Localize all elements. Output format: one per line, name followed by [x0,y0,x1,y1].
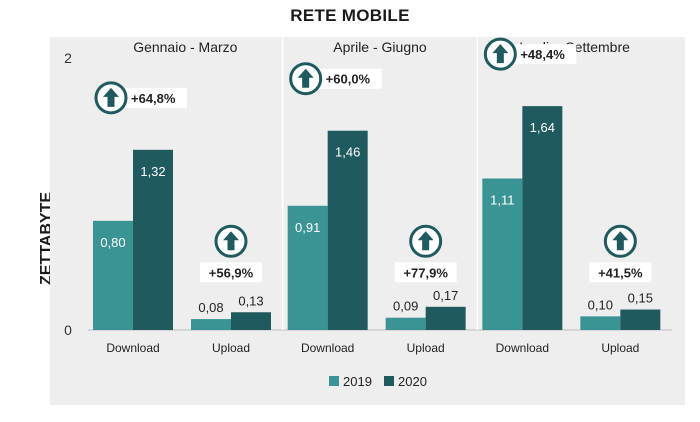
category-label: Upload [601,341,639,355]
growth-label-box [123,87,187,108]
y-tick-label: 0 [64,322,72,338]
bar-2020 [327,130,368,330]
bar-2019 [385,317,426,330]
category-label: Download [496,341,549,355]
group-label: Gennaio - Marzo [133,39,237,55]
category-label: Download [106,341,159,355]
bar-value-label: 0,80 [100,235,125,250]
bar-value-label: 1,11 [490,192,514,207]
bar-2020 [133,149,173,330]
bar-value-label: 0,08 [198,300,223,315]
category-label: Upload [212,341,250,355]
bar-2019 [93,220,133,330]
up-arrow-glyph [223,231,239,251]
bar-value-label: 1,46 [335,145,360,160]
growth-label-box [317,68,382,89]
legend-swatch [384,376,394,386]
category-label: Upload [407,341,445,355]
legend-swatch [329,376,339,386]
bar-value-label: 0,13 [238,293,263,308]
growth-label-box [200,262,262,283]
bar-value-label: 0,15 [628,291,653,306]
y-tick-label: 2 [64,50,72,66]
bar-2020 [620,309,661,330]
growth-label: +56,9% [209,265,254,280]
bar-2020 [522,106,563,330]
up-arrow-glyph [492,44,509,64]
growth-label-box [589,262,652,283]
group-label: Aprile - Giugno [333,39,427,55]
bar-value-label: 0,91 [295,220,320,235]
bar-value-label: 1,64 [530,120,555,135]
bar-2019 [580,316,621,330]
up-arrow-glyph [612,231,629,251]
growth-label: +64,8% [131,91,176,106]
bar-value-label: 0,17 [433,288,458,303]
chart-title: RETE MOBILE [290,6,410,25]
bar-value-label: 0,09 [393,299,418,314]
legend-label: 2019 [343,374,372,389]
bar-2019 [287,205,328,330]
bar-2020 [231,312,271,330]
category-label: Download [301,341,354,355]
legend-label: 2020 [398,374,427,389]
up-arrow-glyph [417,231,434,251]
bar-2020 [425,306,466,330]
growth-label: +48,4% [520,47,565,62]
bar-value-label: 0,10 [588,297,613,312]
growth-label: +77,9% [403,265,448,280]
bar-2019 [482,178,523,330]
growth-label-box [512,44,577,65]
growth-label: +41,5% [598,265,643,280]
growth-label-box [394,262,457,283]
bar-value-label: 1,32 [140,164,165,179]
up-arrow-glyph [297,68,314,88]
bar-2019 [191,319,231,330]
up-arrow-glyph [103,87,119,107]
growth-label: +60,0% [326,72,371,87]
